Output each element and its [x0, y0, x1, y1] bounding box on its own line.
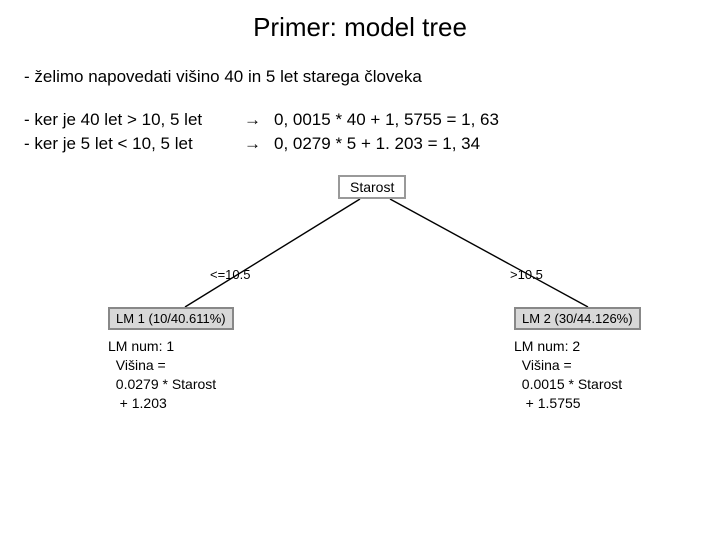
model-tree-diagram: Starost <=10.5 >10.5 LM 1 (10/40.611%) L… [0, 167, 720, 477]
formula-right: LM num: 2 Višina = 0.0015 * Starost + 1.… [514, 337, 622, 413]
page-title: Primer: model tree [0, 0, 720, 43]
arrow-icon: → [244, 132, 274, 157]
tree-leaf-left: LM 1 (10/40.611%) [108, 307, 234, 330]
calc2-left: - ker je 5 let < 10, 5 let [24, 132, 244, 157]
tree-leaf-right: LM 2 (30/44.126%) [514, 307, 641, 330]
arrow-icon: → [244, 108, 274, 133]
formula-left: LM num: 1 Višina = 0.0279 * Starost + 1.… [108, 337, 216, 413]
edge-label-right: >10.5 [510, 267, 543, 282]
edge-label-left: <=10.5 [210, 267, 251, 282]
calc2-right: 0, 0279 * 5 + 1. 203 = 1, 34 [274, 132, 720, 157]
edge-right [390, 199, 588, 307]
intro-text: - želimo napovedati višino 40 in 5 let s… [0, 65, 720, 90]
calc1-left: - ker je 40 let > 10, 5 let [24, 108, 244, 133]
calc1-right: 0, 0015 * 40 + 1, 5755 = 1, 63 [274, 108, 720, 133]
calc-block: - ker je 40 let > 10, 5 let → 0, 0015 * … [0, 108, 720, 157]
edge-left [185, 199, 360, 307]
tree-root-node: Starost [338, 175, 406, 199]
